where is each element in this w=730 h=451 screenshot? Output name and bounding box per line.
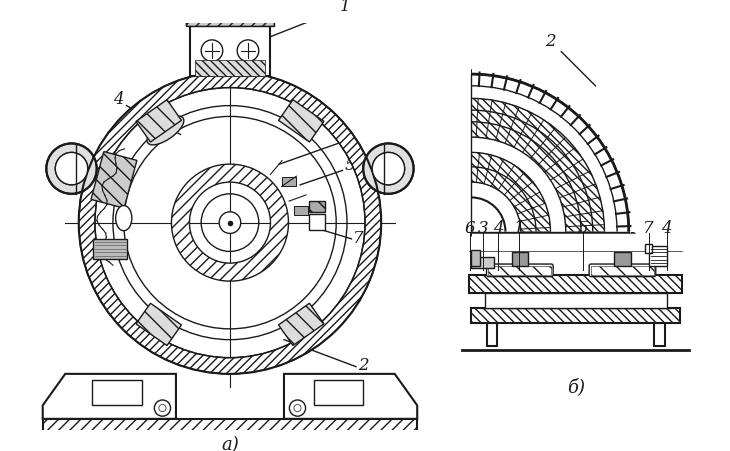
Text: 3: 3 [59,162,69,179]
Text: а): а) [221,435,239,451]
Polygon shape [43,374,176,419]
Bar [43,419,418,435]
Text: 5: 5 [577,219,588,236]
Bar [591,266,654,275]
Ellipse shape [147,117,184,146]
Polygon shape [472,99,604,232]
Circle shape [372,153,404,185]
Bar [488,266,551,275]
Text: 7: 7 [353,230,364,247]
Bar [279,101,324,143]
Bar [195,60,265,77]
Text: 6: 6 [465,219,476,236]
Text: 4: 4 [661,219,672,236]
Text: 3: 3 [477,219,488,236]
Circle shape [364,144,414,194]
Text: 5: 5 [345,156,355,173]
Text: 7: 7 [643,219,654,236]
Bar [310,202,326,212]
FancyBboxPatch shape [589,264,656,277]
Bar [43,419,418,435]
Bar [136,101,182,143]
Bar [91,152,137,209]
Text: 2: 2 [358,357,369,373]
Bar [310,214,326,230]
Bar [92,380,142,405]
Bar [472,257,493,268]
Bar [293,206,308,215]
Bar [654,324,665,346]
Text: 2: 2 [545,33,556,50]
FancyBboxPatch shape [486,264,553,277]
Text: 4: 4 [113,91,123,108]
Circle shape [46,144,97,194]
Bar [472,250,480,266]
Bar [615,253,631,266]
Text: б): б) [566,377,585,396]
Circle shape [55,153,88,185]
Text: 1: 1 [339,0,350,15]
Text: 1: 1 [514,219,524,236]
Bar [186,17,274,28]
Bar [186,17,274,28]
Bar [512,253,528,266]
Bar [195,9,265,17]
Bar [136,304,182,346]
Bar [279,304,324,346]
Bar [645,245,652,253]
Bar [485,293,666,308]
Bar [314,380,364,405]
Polygon shape [472,153,550,232]
Bar [486,324,497,346]
Bar [650,247,667,266]
Bar [191,28,269,77]
Bar [93,239,127,259]
Bar [282,177,296,186]
Bar [469,275,682,293]
Polygon shape [284,374,418,419]
Text: 4: 4 [493,219,504,236]
Circle shape [219,212,241,234]
Text: 6: 6 [339,131,350,148]
Bar [472,308,680,324]
Ellipse shape [115,206,132,231]
